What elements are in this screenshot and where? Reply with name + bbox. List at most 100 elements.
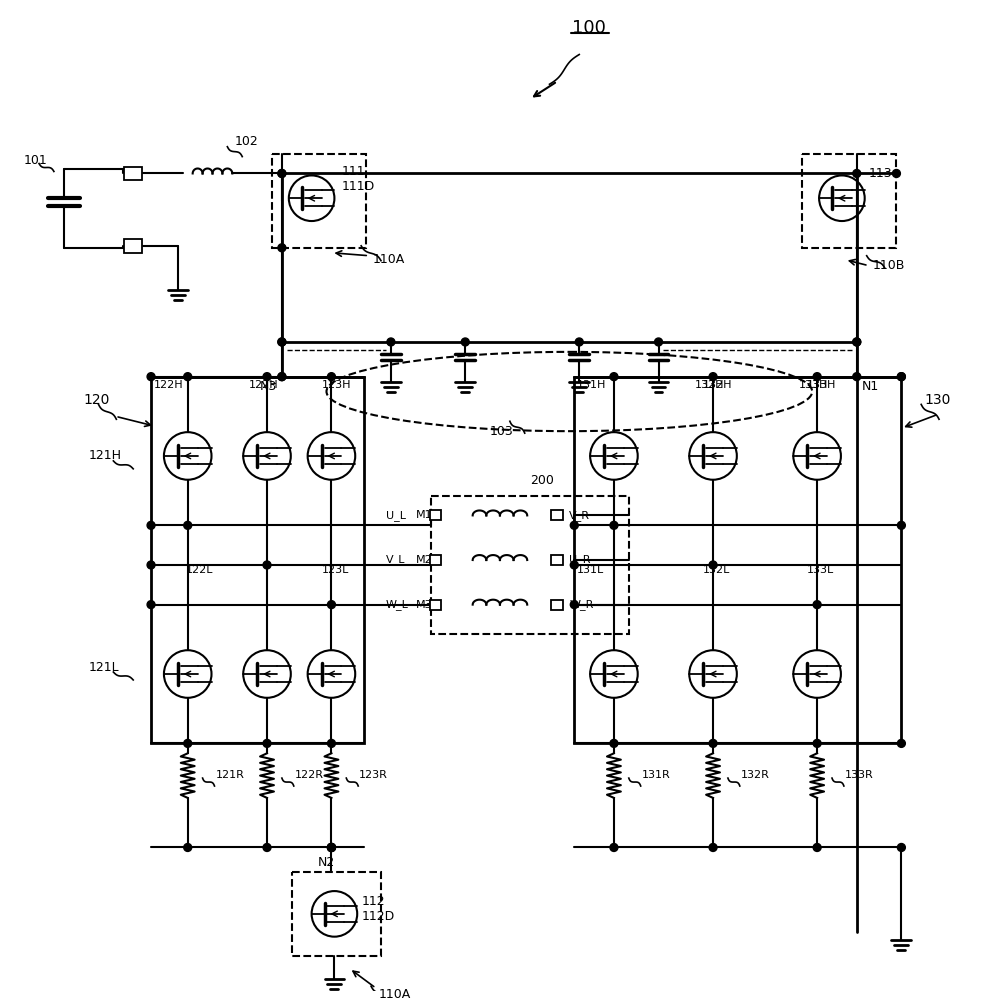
Circle shape xyxy=(570,561,578,569)
Circle shape xyxy=(263,373,271,381)
Circle shape xyxy=(812,373,820,381)
Circle shape xyxy=(278,338,286,346)
Circle shape xyxy=(147,601,155,609)
Bar xyxy=(292,872,381,956)
Circle shape xyxy=(263,844,271,851)
Text: M3: M3 xyxy=(415,600,432,610)
Bar xyxy=(124,167,142,180)
Circle shape xyxy=(896,739,904,747)
Text: 111: 111 xyxy=(341,165,365,178)
Circle shape xyxy=(278,169,286,177)
Circle shape xyxy=(896,521,904,529)
Text: U_L: U_L xyxy=(386,510,405,521)
Text: W_R: W_R xyxy=(569,599,594,610)
Text: 131L: 131L xyxy=(577,565,603,575)
Text: 110A: 110A xyxy=(373,253,405,266)
Circle shape xyxy=(327,601,335,609)
Text: 110A: 110A xyxy=(379,988,411,1000)
Circle shape xyxy=(609,373,617,381)
Circle shape xyxy=(570,521,578,529)
Circle shape xyxy=(327,844,335,851)
Circle shape xyxy=(708,561,716,569)
Bar xyxy=(430,496,628,634)
Text: 123L: 123L xyxy=(321,565,348,575)
Text: 132H: 132H xyxy=(694,380,724,390)
Circle shape xyxy=(896,373,904,381)
Text: 131H: 131H xyxy=(577,380,606,390)
Circle shape xyxy=(327,844,335,851)
Circle shape xyxy=(327,739,335,747)
Circle shape xyxy=(609,844,617,851)
Circle shape xyxy=(147,561,155,569)
Circle shape xyxy=(609,739,617,747)
Circle shape xyxy=(327,844,335,851)
Circle shape xyxy=(183,739,191,747)
Bar xyxy=(429,555,441,565)
Text: 132H: 132H xyxy=(702,380,732,390)
Circle shape xyxy=(183,844,191,851)
Text: 121R: 121R xyxy=(215,770,245,780)
Circle shape xyxy=(327,373,335,381)
Text: V_L: V_L xyxy=(386,555,405,565)
Text: W_L: W_L xyxy=(386,599,408,610)
Text: 132R: 132R xyxy=(740,770,769,780)
Circle shape xyxy=(278,373,286,381)
Text: M1: M1 xyxy=(415,510,432,520)
Bar xyxy=(551,510,563,520)
Circle shape xyxy=(896,844,904,851)
Circle shape xyxy=(708,373,716,381)
Text: 103: 103 xyxy=(489,425,514,438)
Text: 131R: 131R xyxy=(641,770,669,780)
Circle shape xyxy=(609,521,617,529)
Text: 122H: 122H xyxy=(154,380,183,390)
Text: 100: 100 xyxy=(572,19,605,37)
Text: V_R: V_R xyxy=(569,510,590,521)
Circle shape xyxy=(812,601,820,609)
Circle shape xyxy=(852,338,860,346)
Text: 133L: 133L xyxy=(807,565,833,575)
Circle shape xyxy=(387,338,394,346)
Text: 200: 200 xyxy=(529,474,553,487)
Bar xyxy=(272,154,366,248)
Circle shape xyxy=(263,561,271,569)
Circle shape xyxy=(147,373,155,381)
Text: 112D: 112D xyxy=(361,910,394,923)
Text: 121H: 121H xyxy=(89,449,121,462)
Circle shape xyxy=(278,338,286,346)
Text: 101: 101 xyxy=(24,154,48,167)
Bar xyxy=(124,239,142,253)
Circle shape xyxy=(147,521,155,529)
Bar xyxy=(151,377,364,743)
Text: 113: 113 xyxy=(868,167,891,180)
Text: 133R: 133R xyxy=(844,770,873,780)
Text: 122L: 122L xyxy=(185,565,213,575)
Text: 132L: 132L xyxy=(702,565,730,575)
Circle shape xyxy=(812,844,820,851)
Circle shape xyxy=(812,739,820,747)
Text: 122R: 122R xyxy=(295,770,323,780)
Bar xyxy=(429,510,441,520)
Circle shape xyxy=(327,844,335,851)
Text: 123H: 123H xyxy=(321,380,351,390)
Text: U_R: U_R xyxy=(569,555,591,565)
Circle shape xyxy=(263,739,271,747)
Bar xyxy=(429,600,441,610)
Bar xyxy=(551,600,563,610)
Text: 133H: 133H xyxy=(807,380,836,390)
Circle shape xyxy=(891,169,899,177)
Circle shape xyxy=(852,373,860,381)
Text: 121L: 121L xyxy=(89,661,119,674)
Circle shape xyxy=(460,338,468,346)
Circle shape xyxy=(570,601,578,609)
Bar xyxy=(574,377,900,743)
Circle shape xyxy=(278,373,286,381)
Circle shape xyxy=(896,373,904,381)
Circle shape xyxy=(278,244,286,252)
Text: 112: 112 xyxy=(361,895,385,908)
Bar xyxy=(802,154,895,248)
Text: M2: M2 xyxy=(415,555,432,565)
Text: 130: 130 xyxy=(923,393,950,407)
Circle shape xyxy=(852,169,860,177)
Text: 122H: 122H xyxy=(248,380,278,390)
Circle shape xyxy=(654,338,662,346)
